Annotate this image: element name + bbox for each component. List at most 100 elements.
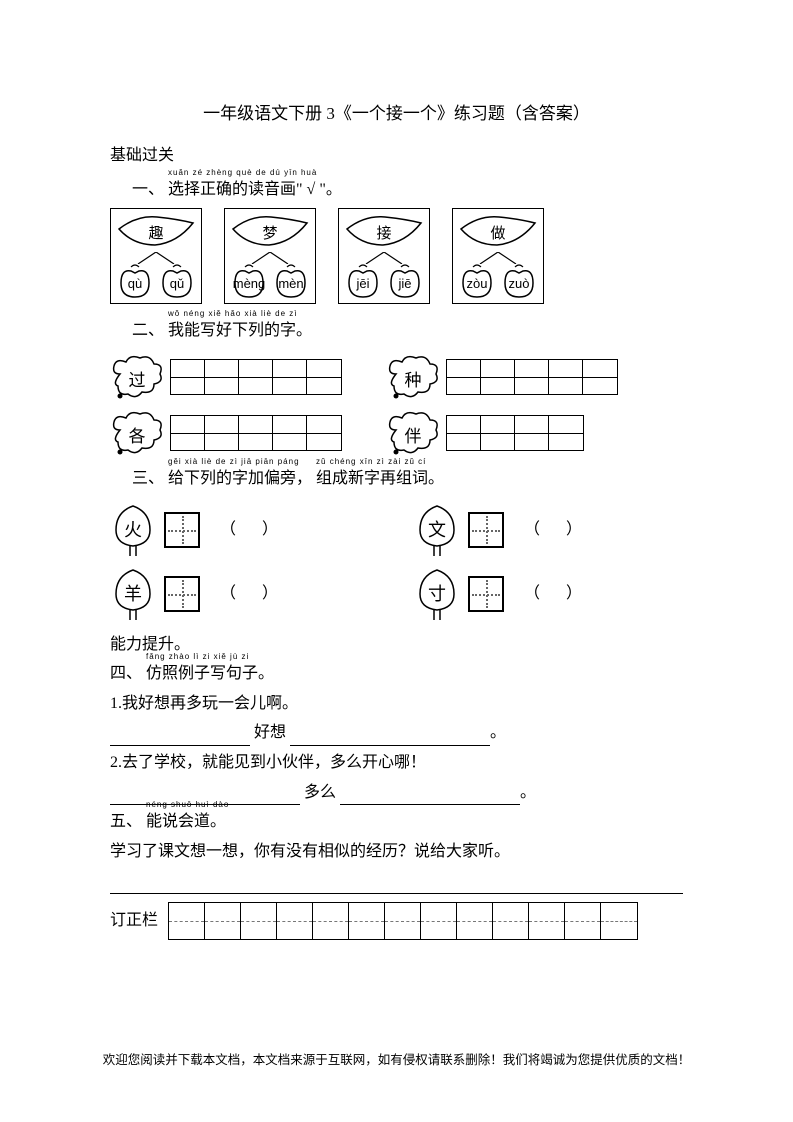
q5-blank bbox=[110, 868, 683, 894]
practice-grid bbox=[170, 415, 342, 451]
grid-cell[interactable] bbox=[481, 416, 515, 450]
fruit-label: zòu bbox=[467, 274, 488, 295]
correction-cell[interactable] bbox=[385, 903, 421, 939]
q2-text: 我能写好下列的字。 bbox=[168, 322, 312, 339]
q3-prefix: 三、 bbox=[132, 470, 164, 487]
cloud-char: 过 bbox=[129, 367, 146, 394]
grid-cell[interactable] bbox=[239, 416, 273, 450]
q2-pinyin: wǒ néng xiě hǎo xià liè de zì bbox=[168, 308, 298, 321]
bud-char: 文 bbox=[428, 516, 446, 545]
fruit-option[interactable]: qǔ bbox=[159, 263, 195, 299]
grid-cell[interactable] bbox=[447, 416, 481, 450]
correction-grid[interactable] bbox=[168, 902, 638, 940]
leaf-icon: 接 bbox=[345, 215, 423, 247]
cloud-icon: 种 bbox=[386, 354, 440, 400]
fruit-option[interactable]: zuò bbox=[501, 263, 537, 299]
fruit-label: mèn bbox=[278, 274, 303, 295]
fruit-option[interactable]: zòu bbox=[459, 263, 495, 299]
correction-cell[interactable] bbox=[493, 903, 529, 939]
grid-cell[interactable] bbox=[549, 360, 583, 394]
q3-pinyin1: gěi xià liè de zì jiā piān páng bbox=[168, 456, 300, 469]
tian-box[interactable] bbox=[164, 512, 200, 548]
correction-cell[interactable] bbox=[529, 903, 565, 939]
q4-pinyin: fǎng zhào lì zi xiě jù zi bbox=[146, 651, 249, 664]
blank[interactable] bbox=[340, 789, 520, 805]
footer-text: 欢迎您阅读并下载本文档，本文档来源于互联网，如有侵权请联系删除！我们将竭诚为您提… bbox=[0, 1050, 793, 1070]
fruit-option[interactable]: jēi bbox=[345, 263, 381, 299]
q3-row1: 火 （） 文 （） bbox=[110, 504, 683, 556]
grid-cell[interactable] bbox=[307, 360, 341, 394]
correction-cell[interactable] bbox=[457, 903, 493, 939]
fruit-option[interactable]: jiē bbox=[387, 263, 423, 299]
blank[interactable] bbox=[110, 730, 250, 746]
grid-cell[interactable] bbox=[515, 360, 549, 394]
grid-cell[interactable] bbox=[515, 416, 549, 450]
practice-grid bbox=[446, 415, 584, 451]
leaf-icon: 梦 bbox=[231, 215, 309, 247]
paren-blank[interactable]: （） bbox=[220, 517, 304, 543]
practice-grid bbox=[170, 359, 342, 395]
grid-cell[interactable] bbox=[447, 360, 481, 394]
bud-char: 寸 bbox=[428, 580, 446, 609]
q1-text-wrap: xuǎn zé zhèng què de dú yīn huà 选择正确的读音画… bbox=[168, 177, 342, 203]
q3-item: 文 （） bbox=[414, 504, 608, 556]
correction-cell[interactable] bbox=[601, 903, 637, 939]
cherry-item: 接 jēi jiē bbox=[338, 208, 430, 304]
correction-cell[interactable] bbox=[277, 903, 313, 939]
correction-cell[interactable] bbox=[313, 903, 349, 939]
q4-heading: 四、 fǎng zhào lì zi xiě jù zi 仿照例子写句子。 bbox=[110, 661, 683, 687]
fruit-label: qù bbox=[128, 274, 142, 295]
tian-box[interactable] bbox=[468, 576, 504, 612]
grid-cell[interactable] bbox=[273, 416, 307, 450]
correction-cell[interactable] bbox=[241, 903, 277, 939]
correction-cell[interactable] bbox=[169, 903, 205, 939]
q4-fill1-mid: 好想 bbox=[254, 724, 286, 741]
stems-icon bbox=[126, 247, 186, 259]
blank[interactable] bbox=[290, 730, 490, 746]
cloud-char: 种 bbox=[405, 367, 422, 394]
grid-cell[interactable] bbox=[481, 360, 515, 394]
q5-heading: 五、 néng shuō huì dào 能说会道。 bbox=[110, 809, 683, 835]
grid-cell[interactable] bbox=[205, 416, 239, 450]
q3-item: 羊 （） bbox=[110, 568, 304, 620]
q4-prefix: 四、 bbox=[110, 665, 142, 682]
blank[interactable] bbox=[110, 878, 683, 894]
grid-cell[interactable] bbox=[171, 360, 205, 394]
practice-grid bbox=[446, 359, 618, 395]
leaf-icon: 趣 bbox=[117, 215, 195, 247]
leaf-char: 梦 bbox=[262, 222, 277, 246]
cloud-icon: 各 bbox=[110, 410, 164, 456]
grid-cell[interactable] bbox=[273, 360, 307, 394]
grid-cell[interactable] bbox=[171, 416, 205, 450]
q3-text2: 组成新字再组词。 bbox=[316, 470, 444, 487]
q5-body: 学习了课文想一想，你有没有相似的经历？说给大家听。 bbox=[110, 839, 683, 865]
correction-label: 订正栏 bbox=[110, 908, 158, 934]
fruit-option[interactable]: mèn bbox=[273, 263, 309, 299]
q5-pinyin: néng shuō huì dào bbox=[146, 799, 229, 812]
fruit-option[interactable]: qù bbox=[117, 263, 153, 299]
fruit-label: jēi bbox=[356, 274, 369, 295]
paren-blank[interactable]: （） bbox=[524, 581, 608, 607]
correction-cell[interactable] bbox=[565, 903, 601, 939]
q4-text: 仿照例子写句子。 bbox=[146, 665, 274, 682]
paren-blank[interactable]: （） bbox=[524, 517, 608, 543]
fruit-label: zuò bbox=[509, 274, 530, 295]
correction-cell[interactable] bbox=[349, 903, 385, 939]
tian-box[interactable] bbox=[164, 576, 200, 612]
grid-cell[interactable] bbox=[239, 360, 273, 394]
grid-cell[interactable] bbox=[205, 360, 239, 394]
grid-cell[interactable] bbox=[549, 416, 583, 450]
tian-box[interactable] bbox=[468, 512, 504, 548]
q1-heading: 一、 xuǎn zé zhèng què de dú yīn huà 选择正确的… bbox=[132, 177, 683, 203]
stems-icon bbox=[468, 247, 528, 259]
correction-cell[interactable] bbox=[205, 903, 241, 939]
paren-blank[interactable]: （） bbox=[220, 581, 304, 607]
q2-prefix: 二、 bbox=[132, 322, 164, 339]
q3-heading: 三、 gěi xià liè de zì jiā piān páng 给下列的字… bbox=[132, 466, 683, 492]
cherry-item: 梦 mèng mèn bbox=[224, 208, 316, 304]
fruit-option[interactable]: mèng bbox=[231, 263, 267, 299]
q5-text: 能说会道。 bbox=[146, 813, 226, 830]
correction-cell[interactable] bbox=[421, 903, 457, 939]
grid-cell[interactable] bbox=[307, 416, 341, 450]
grid-cell[interactable] bbox=[583, 360, 617, 394]
